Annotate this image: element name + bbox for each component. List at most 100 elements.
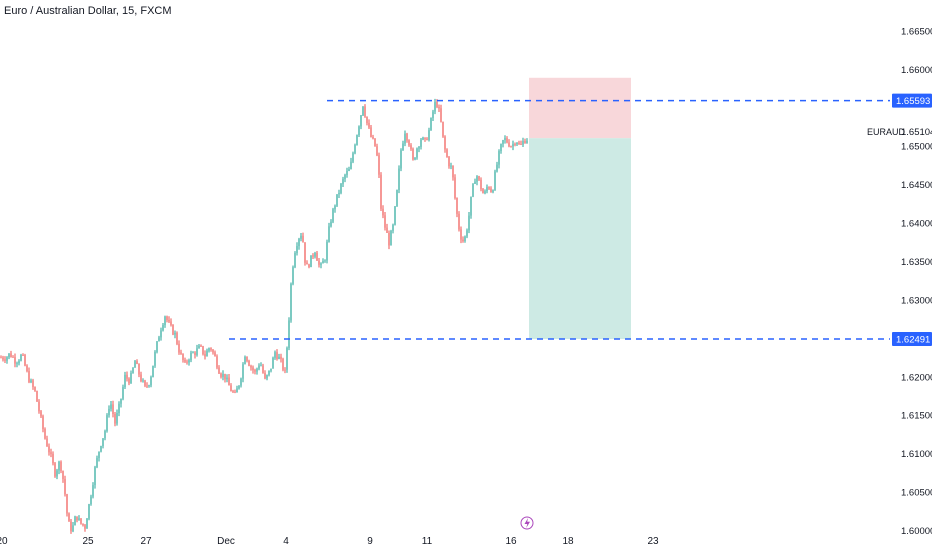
candle-body xyxy=(502,140,504,144)
candle-body xyxy=(288,320,290,348)
candle-body xyxy=(402,143,404,151)
candle-body xyxy=(128,378,130,384)
candle-body xyxy=(318,260,320,265)
candle-body xyxy=(286,347,288,370)
candle-body xyxy=(212,349,214,353)
candle-body xyxy=(190,352,192,361)
y-axis-tick-label: 1.60500 xyxy=(901,488,932,499)
candle-body xyxy=(144,380,146,386)
candle-body xyxy=(320,263,322,265)
candle-body xyxy=(176,332,178,344)
candle-body xyxy=(510,146,512,148)
candle-body xyxy=(356,135,358,146)
candle-body xyxy=(222,373,224,377)
candle-body xyxy=(170,321,172,325)
candle-body xyxy=(80,518,82,524)
candle-body xyxy=(280,356,282,359)
candle-body xyxy=(372,136,374,139)
candle-body xyxy=(10,353,12,358)
candle-body xyxy=(330,221,332,227)
candle-body xyxy=(512,144,514,147)
candle-body xyxy=(208,348,210,351)
candle-body xyxy=(194,352,196,355)
candle-body xyxy=(124,374,126,388)
candle-body xyxy=(242,364,244,379)
candle-body xyxy=(306,262,308,265)
candle-body xyxy=(368,123,370,128)
candle-body xyxy=(120,398,122,404)
candle-body xyxy=(436,101,438,108)
candle-body xyxy=(350,161,352,170)
candle-body xyxy=(174,332,176,335)
candle-body xyxy=(148,385,150,387)
x-axis-tick-label: 18 xyxy=(562,536,574,547)
lightning-glyph-icon xyxy=(524,518,530,528)
candle-body xyxy=(314,252,316,257)
candle-body xyxy=(290,283,292,321)
stop-loss-zone[interactable] xyxy=(529,77,631,139)
candle-body xyxy=(250,365,252,368)
candle-body xyxy=(62,470,64,480)
candle-body xyxy=(278,356,280,359)
candle-body xyxy=(216,356,218,368)
take-profit-zone[interactable] xyxy=(529,138,631,340)
candle-body xyxy=(384,215,386,228)
price-badge-1 xyxy=(892,93,932,108)
candle-body xyxy=(282,358,284,370)
candle-body xyxy=(236,388,238,393)
candle-body xyxy=(76,516,78,521)
candle-body xyxy=(254,370,256,372)
candle-body xyxy=(428,130,430,140)
candle-body xyxy=(296,246,298,254)
candle-body xyxy=(188,360,190,363)
candle-body xyxy=(516,142,518,145)
candle-body xyxy=(482,189,484,194)
candle-body xyxy=(444,136,446,150)
candle-body xyxy=(524,140,526,144)
x-axis-tick-label: 16 xyxy=(505,536,517,547)
candle-body xyxy=(268,370,270,375)
candle-body xyxy=(108,408,110,416)
candle-body xyxy=(86,518,88,529)
candle-body xyxy=(472,183,474,197)
candle-body xyxy=(328,226,330,242)
candle-body xyxy=(112,404,114,414)
y-axis-tick-label: 1.62000 xyxy=(901,372,932,383)
candle-body xyxy=(300,235,302,239)
candle-body xyxy=(456,198,458,214)
candle-body xyxy=(466,230,468,237)
candle-body xyxy=(476,176,478,182)
candle-body xyxy=(260,365,262,367)
candle-body xyxy=(132,367,134,373)
candle-body xyxy=(434,101,436,112)
candle-body xyxy=(48,446,50,453)
x-axis-tick-label: 23 xyxy=(647,536,659,547)
candle-body xyxy=(430,117,432,131)
candle-body xyxy=(164,316,166,326)
candle-body xyxy=(94,467,96,486)
candle-body xyxy=(304,242,306,263)
candle-body xyxy=(84,525,86,529)
candle-body xyxy=(284,369,286,371)
candle-body xyxy=(362,106,364,116)
candle-body xyxy=(308,264,310,268)
candle-body xyxy=(256,368,258,372)
candle-body xyxy=(232,391,234,393)
candle-body xyxy=(298,238,300,247)
candle-body xyxy=(172,324,174,335)
price-badge-2 xyxy=(892,332,932,347)
candle-body xyxy=(2,357,4,360)
candle-body xyxy=(490,188,492,193)
candle-body xyxy=(204,354,206,357)
x-axis-tick-label: 9 xyxy=(367,536,373,547)
candle-body xyxy=(334,205,336,210)
y-axis-tick-label: 1.64500 xyxy=(901,180,932,191)
candle-body xyxy=(424,137,426,139)
candle-body xyxy=(378,155,380,175)
candle-body xyxy=(374,138,376,147)
candle-body xyxy=(418,146,420,149)
candle-body xyxy=(96,458,98,468)
candle-body xyxy=(352,153,354,162)
candle-body xyxy=(68,513,70,522)
